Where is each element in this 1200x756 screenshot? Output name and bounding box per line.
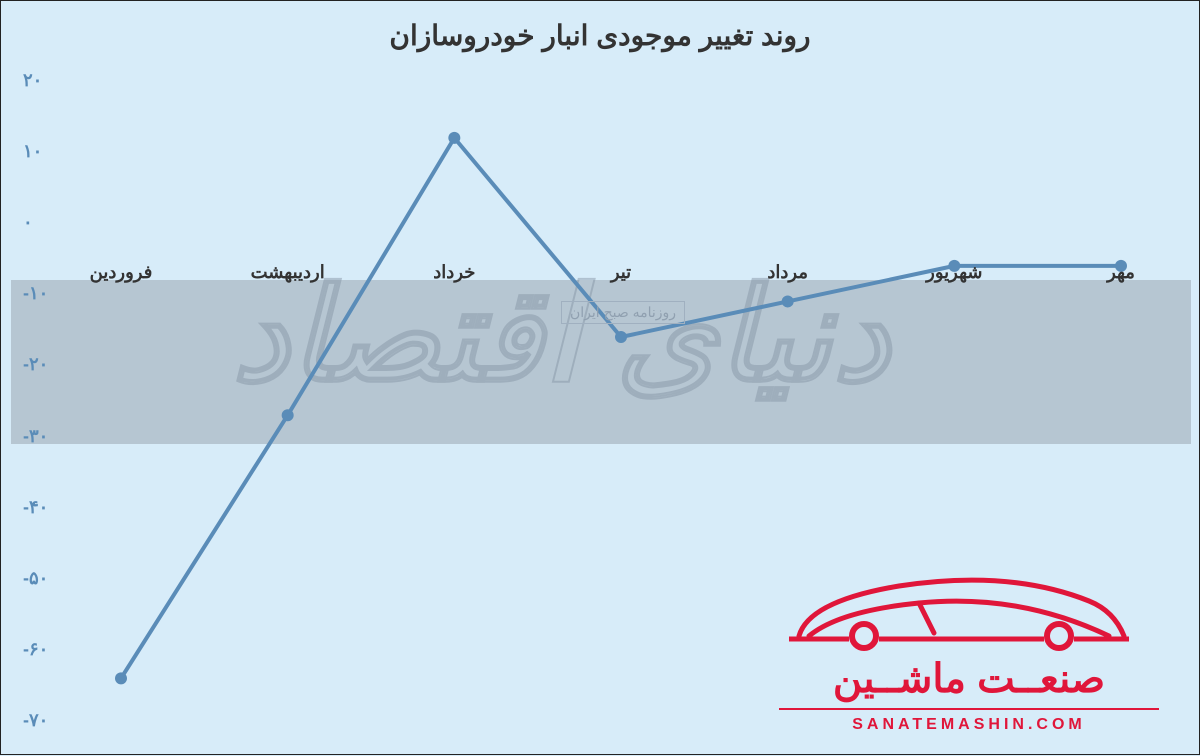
y-tick-label: -۱۰: [23, 283, 48, 304]
x-category-label: تیر: [611, 262, 631, 283]
y-tick-label: ۲۰: [23, 70, 42, 91]
y-tick-label: -۶۰: [23, 639, 48, 660]
x-category-label: مهر: [1107, 262, 1135, 283]
logo-main-text: صنعــت ماشــین: [779, 656, 1159, 702]
car-icon: [779, 561, 1139, 651]
y-tick-label: -۳۰: [23, 426, 48, 447]
x-category-label: فروردین: [90, 262, 153, 283]
watermark-center: روزنامه صبح ایران: [561, 301, 685, 324]
x-category-label: مرداد: [767, 262, 808, 283]
y-tick-label: -۵۰: [23, 568, 48, 589]
logo-sub-text: SANATEMASHIN.COM: [779, 716, 1159, 734]
y-tick-label: ۱۰: [23, 141, 42, 162]
y-tick-label: -۴۰: [23, 497, 48, 518]
svg-text:دنیای اقتصاد: دنیای اقتصاد: [232, 262, 894, 408]
y-tick-label: ۰: [23, 212, 33, 233]
y-tick-label: -۷۰: [23, 710, 48, 731]
y-tick-label: -۲۰: [23, 354, 48, 375]
x-category-label: خرداد: [433, 262, 475, 283]
x-category-label: شهریور: [926, 262, 982, 283]
logo: صنعــت ماشــین SANATEMASHIN.COM: [779, 561, 1159, 734]
x-category-label: اردیبهشت: [251, 262, 325, 283]
